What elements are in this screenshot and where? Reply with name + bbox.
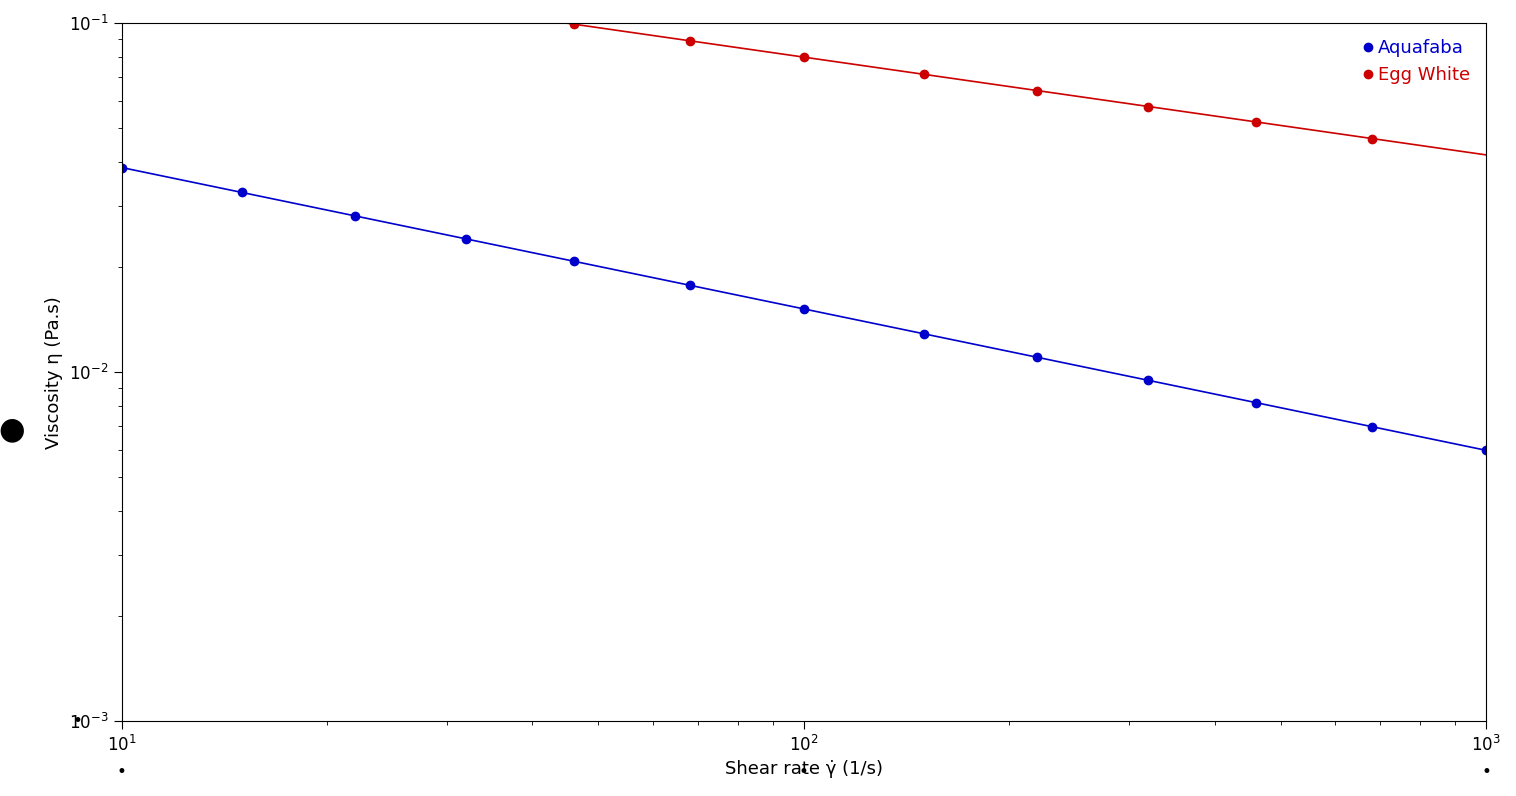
Aquafaba: [458, 234, 476, 244]
Aquafaba: [564, 256, 582, 266]
Aquafaba: [914, 329, 932, 338]
Egg White: [1363, 134, 1381, 143]
Text: •: •: [117, 763, 126, 781]
Egg White: [1248, 117, 1266, 127]
Egg White: [458, 4, 476, 14]
Aquafaba: [1363, 422, 1381, 431]
Line: Egg White: Egg White: [117, 0, 1377, 142]
Egg White: [794, 53, 813, 62]
Egg White: [1140, 102, 1158, 111]
Aquafaba: [1248, 398, 1266, 408]
Aquafaba: [112, 162, 130, 172]
Legend: Aquafaba, Egg White: Aquafaba, Egg White: [1355, 32, 1477, 92]
Aquafaba: [346, 211, 364, 220]
Aquafaba: [1028, 353, 1046, 362]
Egg White: [914, 69, 932, 79]
Aquafaba: [1477, 446, 1495, 455]
Egg White: [681, 36, 699, 45]
Egg White: [564, 19, 582, 29]
X-axis label: Shear rate γ̇ (1/s): Shear rate γ̇ (1/s): [725, 760, 882, 778]
Egg White: [1028, 86, 1046, 96]
Text: ●: ●: [0, 416, 26, 444]
Text: •: •: [1481, 763, 1492, 781]
Aquafaba: [681, 280, 699, 290]
Text: •: •: [73, 712, 83, 731]
Aquafaba: [1140, 376, 1158, 385]
Text: •: •: [799, 763, 810, 781]
Aquafaba: [232, 188, 250, 197]
Aquafaba: [794, 304, 813, 314]
Line: Aquafaba: Aquafaba: [117, 163, 1490, 455]
Y-axis label: Viscosity η (Pa.s): Viscosity η (Pa.s): [45, 296, 64, 449]
